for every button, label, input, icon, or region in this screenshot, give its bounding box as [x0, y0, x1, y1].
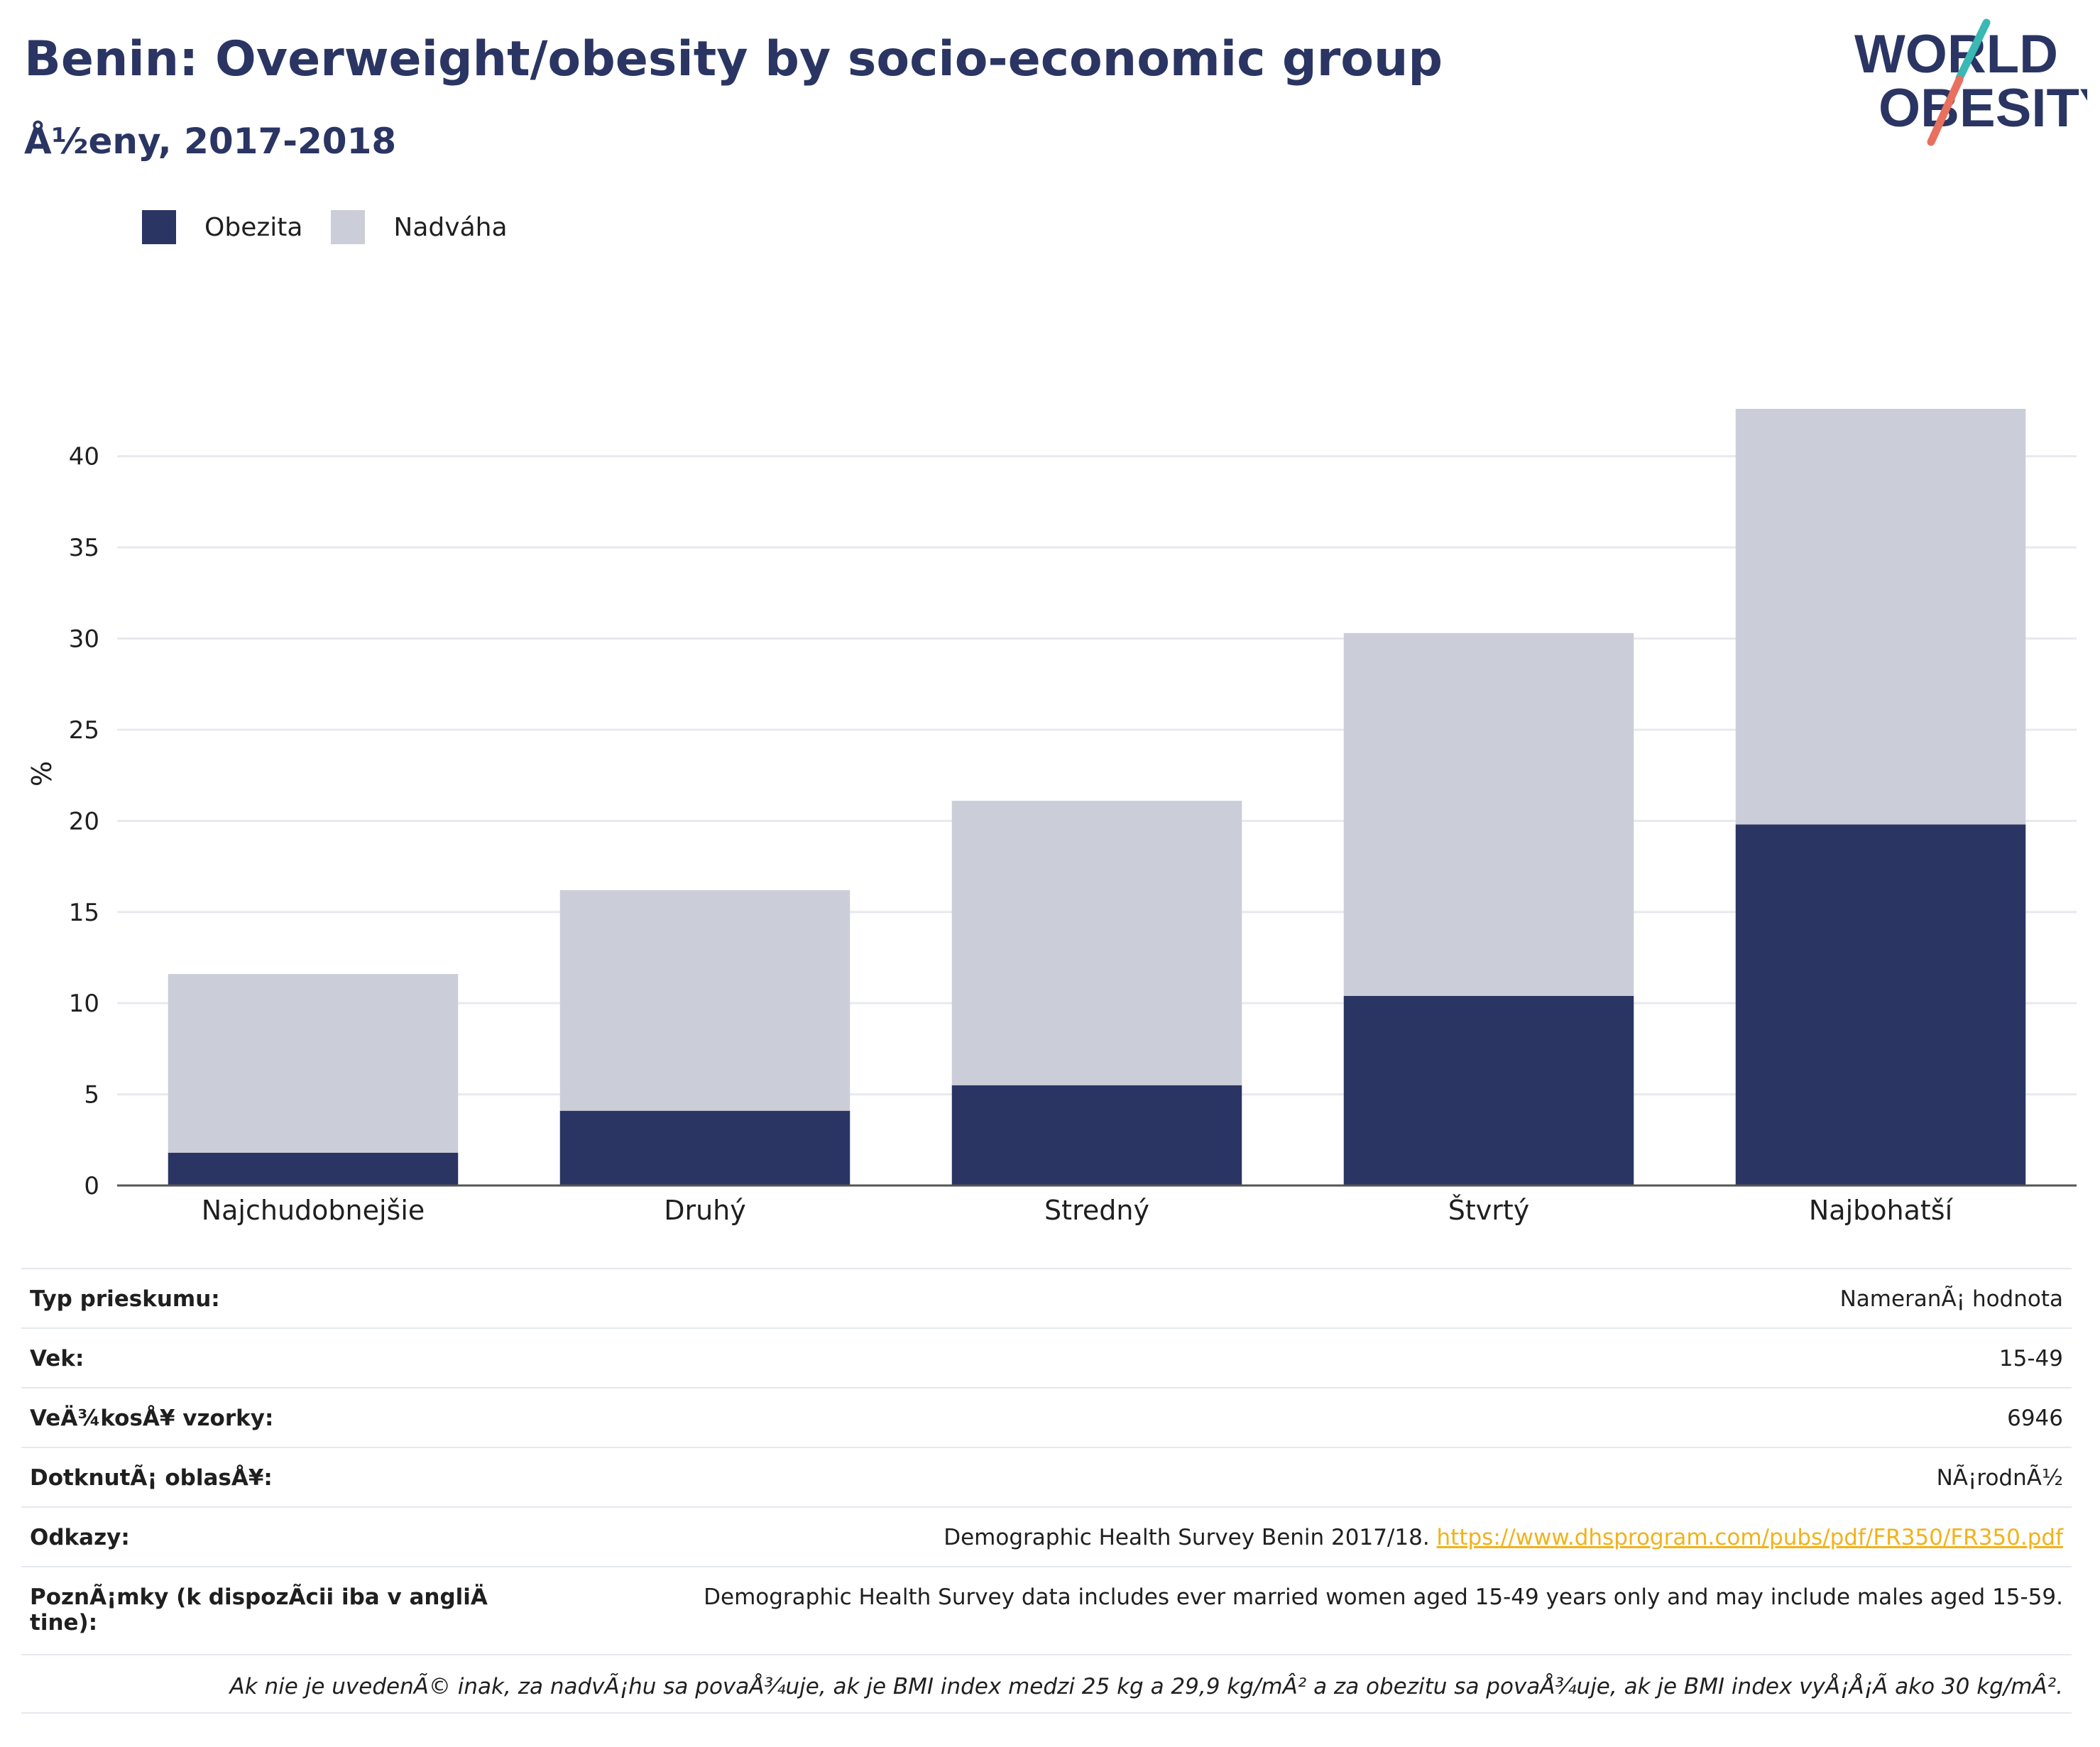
chart-legend: Obezita Nadváha [142, 210, 536, 244]
legend-item-overweight[interactable]: Nadváha [331, 210, 508, 244]
logo-slash-teal [1955, 18, 1991, 82]
info-row-references: Odkazy: Demographic Health Survey Benin … [21, 1506, 2072, 1566]
bar-obesity [559, 1110, 851, 1185]
info-row-sample-size: VeÄ¾kosÅ¥ vzorky: 6946 [21, 1387, 2072, 1447]
bar-overweight [559, 889, 851, 1111]
x-tick-label: Druhý [664, 1195, 746, 1226]
info-value-area: NÃ¡rodnÃ½ [1936, 1465, 2063, 1491]
references-text: Demographic Health Survey Benin 2017/18. [944, 1525, 1430, 1550]
info-label-area: DotknutÃ¡ oblasÅ¥: [30, 1465, 273, 1491]
y-tick-label: 15 [69, 899, 99, 927]
bmi-definition-note: Ak nie je uvedenÃ© inak, za nadvÃ¡hu sa … [21, 1654, 2072, 1714]
legend-swatch-overweight [331, 210, 366, 244]
stacked-bar-chart: 0 5 10 15 20 25 30 35 40% Najchudobnejšie Druhý Str… [26, 408, 2077, 1226]
info-label-sample-size: VeÄ¾kosÅ¥ vzorky: [30, 1406, 274, 1431]
logo-line-1: WORLD [1854, 24, 2058, 84]
x-tick-label: Najbohatší [1809, 1195, 1954, 1226]
bar-obesity [1735, 824, 2026, 1185]
info-value-references: Demographic Health Survey Benin 2017/18.… [944, 1525, 2063, 1550]
y-tick-label: 0 [84, 1172, 99, 1200]
y-axis-label: % [26, 761, 58, 787]
bar-overweight [1735, 408, 2026, 825]
info-label-references: Odkazy: [30, 1525, 130, 1550]
survey-info-table: Typ prieskumu: NameranÃ¡ hodnota Vek: 15… [21, 1268, 2072, 1714]
info-label-survey-type: Typ prieskumu: [30, 1286, 220, 1312]
info-value-survey-type: NameranÃ¡ hodnota [1839, 1286, 2063, 1312]
info-value-age: 15-49 [1998, 1346, 2063, 1371]
y-tick-label: 35 [69, 534, 99, 562]
bar-obesity [168, 1152, 459, 1185]
bar-overweight [951, 801, 1242, 1085]
info-row-survey-type: Typ prieskumu: NameranÃ¡ hodnota [21, 1268, 2072, 1327]
info-label-age: Vek: [30, 1346, 84, 1371]
x-tick-label: Najchudobnejšie [202, 1195, 425, 1226]
legend-label-overweight: Nadváha [393, 212, 508, 242]
bar-overweight [168, 974, 459, 1153]
y-tick-label: 25 [69, 716, 99, 745]
y-tick-label: 30 [69, 625, 99, 654]
x-tick-label: Štvrtý [1448, 1195, 1530, 1226]
logo-line-2: OBESITY [1878, 78, 2087, 138]
y-tick-label: 5 [84, 1081, 99, 1110]
y-tick-label: 10 [69, 990, 99, 1018]
legend-label-obesity: Obezita [204, 212, 303, 242]
legend-swatch-obesity [142, 210, 176, 244]
info-value-sample-size: 6946 [2007, 1406, 2063, 1431]
bar-obesity [1343, 995, 1634, 1185]
references-link[interactable]: https://www.dhsprogram.com/pubs/pdf/FR35… [1436, 1525, 2063, 1550]
info-row-notes: PoznÃ¡mky (k dispozÃcii iba v angliÄ tin… [21, 1566, 2072, 1654]
bar-obesity [951, 1085, 1242, 1185]
chart-title: Benin: Overweight/obesity by socio-econo… [24, 31, 1443, 87]
info-row-age: Vek: 15-49 [21, 1327, 2072, 1387]
logo-slash-coral [1927, 75, 1964, 146]
x-tick-label: Stredný [1044, 1195, 1149, 1226]
y-tick-label: 40 [69, 443, 99, 471]
chart-subtitle: Å½eny, 2017-2018 [24, 121, 397, 162]
y-tick-label: 20 [69, 807, 99, 836]
bar-overweight [1343, 632, 1634, 996]
info-label-notes: PoznÃ¡mky (k dispozÃcii iba v angliÄ tin… [30, 1584, 488, 1636]
legend-item-obesity[interactable]: Obezita [142, 210, 302, 244]
info-value-notes: Demographic Health Survey data includes … [704, 1584, 2063, 1610]
info-row-area: DotknutÃ¡ oblasÅ¥: NÃ¡rodnÃ½ [21, 1447, 2072, 1506]
world-obesity-logo: WORLD OBESITY [1854, 18, 2087, 146]
